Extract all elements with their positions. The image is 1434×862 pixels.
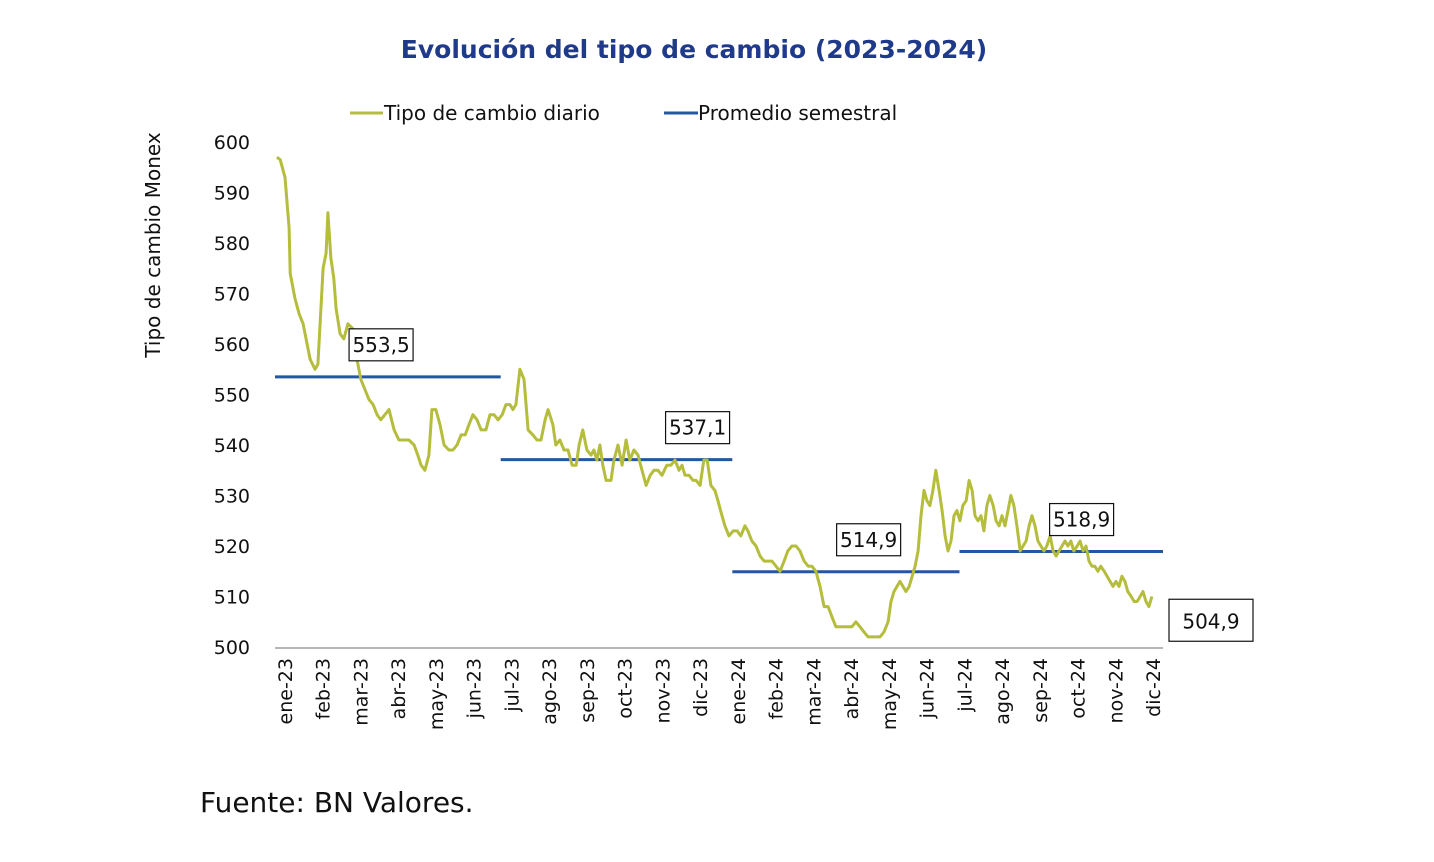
x-axis-ticks: ene-23 feb-23 mar-23 abr-23 may-23 jun-23 jul-… [275,658,1165,730]
last-value-label: 504,9 [1182,609,1239,633]
x-tick-label: mar-24 [803,658,825,726]
y-tick-label: 560 [214,334,250,356]
x-tick-label: oct-23 [615,658,637,719]
y-tick-label: 500 [214,637,250,659]
average-label: 518,9 [1053,508,1110,532]
x-tick-label: sep-24 [1030,658,1052,723]
legend-label-average: Promedio semestral [698,101,897,125]
y-tick-label: 590 [214,183,250,205]
y-tick-label: 540 [214,435,250,457]
x-tick-label: sep-23 [577,658,599,723]
source-note: Fuente: BN Valores. [200,786,474,819]
average-label-box [1048,502,1115,537]
y-tick-label: 530 [214,486,250,508]
x-tick-label: feb-24 [766,658,788,719]
x-tick-label: nov-24 [1105,658,1127,723]
y-tick-label: 510 [214,587,250,609]
y-tick-label: 570 [214,284,250,306]
y-tick-label: 520 [214,536,250,558]
y-tick-label: 600 [214,132,250,154]
legend-label-daily: Tipo de cambio diario [383,101,600,125]
x-tick-label: jul-24 [954,658,976,713]
x-tick-label: ene-24 [728,658,750,724]
data-labels: 553,5 537,1 514,9 518,9 504,9 [348,328,1254,642]
y-tick-label: 550 [214,385,250,407]
x-tick-label: abr-24 [841,658,863,719]
x-tick-label: dic-24 [1143,658,1165,717]
average-label-box [836,523,902,557]
daily-rate-line [275,156,1154,639]
x-tick-label: dic-23 [690,658,712,717]
x-tick-label: jun-23 [464,658,486,719]
y-axis-ticks: 500 510 520 530 540 550 560 570 580 590 600 [214,132,250,659]
x-tick-label: jul-23 [501,658,523,713]
x-tick-label: may-24 [879,658,901,730]
average-label-box [348,328,414,362]
x-tick-label: feb-23 [313,658,335,719]
average-label: 514,9 [840,528,897,552]
average-segments [275,375,1163,574]
x-tick-label: oct-24 [1068,658,1090,719]
x-tick-label: may-23 [426,658,448,730]
y-axis-label: Tipo de cambio Monex [141,132,165,359]
x-tick-label: ago-24 [992,658,1014,725]
average-label: 537,1 [669,416,726,440]
average-label: 553,5 [352,333,409,357]
legend: Tipo de cambio diario Promedio semestral [350,101,897,125]
x-tick-label: nov-23 [652,658,674,723]
x-tick-label: ago-23 [539,658,561,725]
average-label-box [664,411,731,445]
y-tick-label: 580 [214,233,250,255]
x-tick-label: mar-23 [350,658,372,726]
x-tick-label: jun-24 [917,658,939,719]
x-tick-label: abr-23 [388,658,410,719]
chart-title: Evolución del tipo de cambio (2023-2024) [401,35,987,64]
x-tick-label: ene-23 [275,658,297,724]
last-value-box [1168,598,1254,642]
